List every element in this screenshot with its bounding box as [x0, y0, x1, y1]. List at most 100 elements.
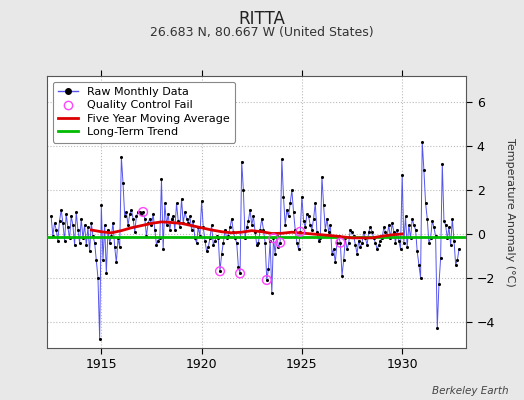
- Point: [440, 218, 448, 224]
- Point: [162, 222, 171, 228]
- Point: [166, 226, 174, 233]
- Point: [272, 233, 281, 239]
- Point: [414, 262, 423, 268]
- Point: [136, 209, 144, 215]
- Point: [271, 250, 279, 257]
- Point: [258, 215, 266, 222]
- Point: [274, 244, 282, 250]
- Point: [363, 242, 372, 248]
- Point: [150, 226, 159, 233]
- Point: [289, 209, 298, 215]
- Point: [318, 174, 326, 180]
- Point: [59, 220, 67, 226]
- Text: 26.683 N, 80.667 W (United States): 26.683 N, 80.667 W (United States): [150, 26, 374, 39]
- Point: [191, 235, 199, 242]
- Point: [115, 244, 124, 250]
- Point: [189, 218, 198, 224]
- Point: [313, 228, 321, 235]
- Point: [146, 215, 154, 222]
- Point: [350, 233, 358, 239]
- Point: [452, 262, 460, 268]
- Point: [285, 213, 293, 220]
- Point: [396, 246, 405, 252]
- Point: [281, 222, 289, 228]
- Point: [423, 215, 431, 222]
- Point: [80, 222, 89, 228]
- Point: [401, 213, 410, 220]
- Point: [333, 240, 341, 246]
- Point: [455, 246, 463, 252]
- Point: [56, 218, 64, 224]
- Point: [124, 222, 132, 228]
- Point: [351, 242, 359, 248]
- Point: [216, 268, 224, 274]
- Point: [343, 246, 351, 252]
- Point: [376, 237, 385, 244]
- Point: [249, 213, 258, 220]
- Point: [321, 226, 330, 233]
- Point: [413, 248, 421, 255]
- Point: [383, 233, 391, 239]
- Point: [202, 248, 211, 255]
- Point: [378, 235, 386, 242]
- Point: [436, 255, 445, 261]
- Point: [97, 202, 105, 209]
- Point: [443, 235, 452, 242]
- Point: [403, 244, 411, 250]
- Point: [393, 226, 401, 233]
- Point: [410, 222, 418, 228]
- Point: [433, 325, 441, 332]
- Point: [365, 228, 373, 235]
- Point: [334, 233, 343, 239]
- Point: [192, 240, 201, 246]
- Point: [291, 226, 299, 233]
- Point: [102, 270, 111, 277]
- Point: [309, 215, 318, 222]
- Point: [336, 240, 345, 246]
- Point: [157, 176, 166, 182]
- Point: [254, 240, 263, 246]
- Point: [453, 257, 462, 264]
- Point: [184, 220, 192, 226]
- Point: [395, 237, 403, 244]
- Point: [229, 228, 237, 235]
- Point: [111, 244, 119, 250]
- Point: [268, 290, 276, 296]
- Point: [279, 194, 288, 200]
- Point: [328, 250, 336, 257]
- Point: [196, 233, 204, 239]
- Point: [236, 270, 244, 277]
- Point: [198, 198, 206, 204]
- Point: [182, 215, 191, 222]
- Point: [176, 224, 184, 230]
- Point: [247, 222, 256, 228]
- Point: [219, 240, 227, 246]
- Point: [101, 222, 109, 228]
- Point: [221, 226, 229, 233]
- Point: [149, 211, 157, 217]
- Point: [179, 220, 188, 226]
- Point: [286, 200, 294, 206]
- Point: [294, 246, 303, 252]
- Point: [338, 272, 346, 279]
- Point: [276, 240, 285, 246]
- Point: [234, 264, 243, 270]
- Point: [311, 200, 320, 206]
- Point: [306, 222, 314, 228]
- Point: [49, 233, 57, 239]
- Point: [359, 228, 368, 235]
- Point: [269, 235, 278, 242]
- Point: [134, 209, 143, 215]
- Point: [171, 226, 179, 233]
- Point: [91, 240, 99, 246]
- Point: [62, 211, 70, 217]
- Point: [99, 257, 107, 264]
- Point: [144, 220, 152, 226]
- Point: [371, 240, 379, 246]
- Point: [288, 187, 296, 193]
- Point: [303, 211, 311, 217]
- Point: [340, 257, 348, 264]
- Point: [87, 220, 95, 226]
- Point: [386, 235, 395, 242]
- Point: [231, 235, 239, 242]
